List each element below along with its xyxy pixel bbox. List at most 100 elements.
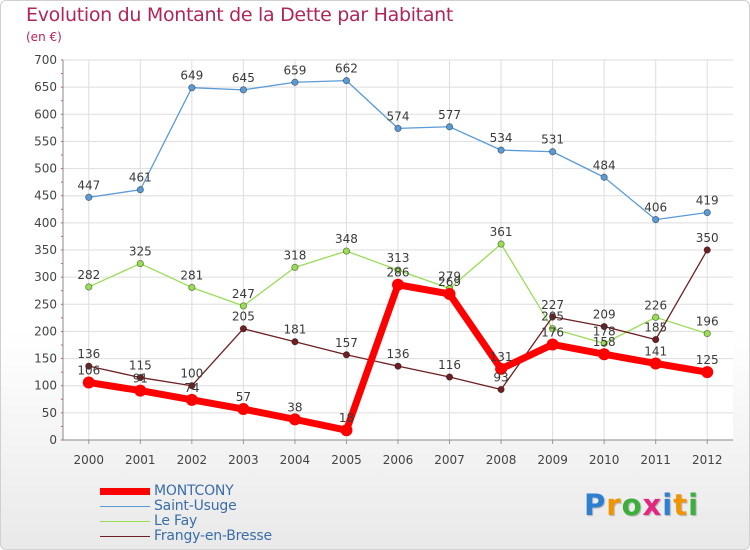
x-tick-label: 2000 xyxy=(73,453,104,467)
y-tick-label: 350 xyxy=(34,243,57,257)
data-point-frangy-en-bresse xyxy=(342,351,351,359)
data-label-frangy-en-bresse: 185 xyxy=(644,321,667,335)
data-label-saint-usuge: 577 xyxy=(438,108,461,122)
data-label-le-fay: 178 xyxy=(593,324,616,338)
x-tick-label: 2002 xyxy=(177,453,208,467)
data-point-saint-usuge xyxy=(188,84,196,92)
data-label-frangy-en-bresse: 115 xyxy=(129,359,152,373)
data-point-le-fay xyxy=(703,329,711,338)
y-tick-label: 200 xyxy=(34,324,57,338)
data-point-le-fay xyxy=(394,266,402,274)
data-label-le-fay: 205 xyxy=(541,310,564,324)
legend-swatch-le-fay xyxy=(100,521,150,522)
x-tick-label: 2001 xyxy=(125,453,156,467)
logo-letter: P xyxy=(584,488,607,522)
data-label-le-fay: 226 xyxy=(644,298,667,312)
data-label-montcony: 38 xyxy=(287,400,302,414)
chart-unit: (en €) xyxy=(26,30,62,44)
data-point-frangy-en-bresse xyxy=(85,362,93,370)
data-label-frangy-en-bresse: 205 xyxy=(232,310,255,324)
data-label-frangy-en-bresse: 116 xyxy=(438,358,461,372)
data-point-frangy-en-bresse xyxy=(239,325,247,333)
data-point-frangy-en-bresse xyxy=(497,385,505,394)
logo-letter: o xyxy=(621,488,643,522)
logo-letter: t xyxy=(673,488,689,522)
data-point-montcony xyxy=(237,403,250,416)
data-point-saint-usuge xyxy=(291,78,299,86)
chart-title: Evolution du Montant de la Dette par Hab… xyxy=(26,4,454,26)
x-tick-label: 2004 xyxy=(280,453,311,467)
data-label-montcony: 106 xyxy=(77,363,100,377)
data-label-le-fay: 279 xyxy=(438,270,461,284)
x-tick-label: 2009 xyxy=(537,453,568,467)
data-label-montcony: 74 xyxy=(184,381,199,395)
proxiti-logo: Proxiti xyxy=(584,488,699,522)
data-label-saint-usuge: 447 xyxy=(77,178,100,192)
y-tick-label: 50 xyxy=(42,406,57,420)
data-label-le-fay: 325 xyxy=(129,245,152,259)
data-point-montcony xyxy=(598,348,611,361)
data-point-le-fay xyxy=(188,283,196,292)
data-label-saint-usuge: 659 xyxy=(283,63,306,77)
data-label-saint-usuge: 574 xyxy=(387,109,410,123)
y-tick-label: 250 xyxy=(34,297,57,311)
legend-label: Le Fay xyxy=(154,513,198,529)
data-point-montcony xyxy=(443,287,456,300)
data-point-frangy-en-bresse xyxy=(703,246,711,254)
data-point-frangy-en-bresse xyxy=(136,373,144,382)
data-label-le-fay: 247 xyxy=(232,287,255,301)
data-label-frangy-en-bresse: 136 xyxy=(77,347,100,361)
data-point-le-fay xyxy=(600,339,608,347)
data-point-saint-usuge xyxy=(394,124,402,132)
y-tick-label: 400 xyxy=(34,216,57,230)
data-point-le-fay xyxy=(652,313,660,321)
data-label-saint-usuge: 419 xyxy=(696,194,719,208)
legend-swatch-frangy-en-bresse xyxy=(100,536,150,537)
data-label-frangy-en-bresse: 209 xyxy=(593,308,616,322)
y-tick-label: 650 xyxy=(34,80,57,94)
y-tick-label: 600 xyxy=(34,107,57,121)
data-point-saint-usuge xyxy=(600,173,608,181)
data-point-frangy-en-bresse xyxy=(188,382,196,390)
data-point-le-fay xyxy=(291,263,299,271)
data-point-montcony xyxy=(288,413,301,426)
data-label-saint-usuge: 645 xyxy=(232,71,255,85)
data-point-saint-usuge xyxy=(342,77,351,85)
data-point-montcony xyxy=(546,338,559,351)
x-tick-label: 2007 xyxy=(434,453,465,467)
legend-label: MONTCONY xyxy=(154,483,234,499)
data-point-montcony xyxy=(495,362,508,375)
y-tick-label: 0 xyxy=(49,433,57,447)
y-tick-label: 100 xyxy=(34,379,57,393)
x-tick-label: 2003 xyxy=(228,453,259,467)
data-point-saint-usuge xyxy=(497,146,505,154)
data-label-montcony: 57 xyxy=(236,390,251,404)
data-label-saint-usuge: 484 xyxy=(593,158,616,172)
data-point-montcony xyxy=(701,366,714,379)
data-point-le-fay xyxy=(239,302,247,310)
x-tick-label: 2005 xyxy=(331,453,362,467)
x-tick-label: 2011 xyxy=(640,453,671,467)
y-tick-label: 300 xyxy=(34,270,57,284)
data-point-saint-usuge xyxy=(85,193,93,201)
data-label-montcony: 125 xyxy=(696,353,719,367)
y-tick-label: 500 xyxy=(34,162,57,176)
x-tick-label: 2012 xyxy=(692,453,723,467)
legend-label: Saint-Usuge xyxy=(154,498,237,514)
data-point-montcony xyxy=(82,376,95,389)
data-label-le-fay: 313 xyxy=(387,251,410,265)
data-point-le-fay xyxy=(549,325,557,333)
data-label-saint-usuge: 461 xyxy=(129,171,152,185)
data-label-frangy-en-bresse: 350 xyxy=(696,231,719,245)
data-label-montcony: 286 xyxy=(387,266,410,280)
data-label-le-fay: 196 xyxy=(696,315,719,329)
y-tick-label: 700 xyxy=(34,53,57,67)
data-point-montcony xyxy=(134,384,147,397)
data-label-montcony: 158 xyxy=(593,335,616,349)
legend-label: Frangy-en-Bresse xyxy=(154,528,272,544)
data-point-saint-usuge xyxy=(239,86,247,94)
data-label-frangy-en-bresse: 100 xyxy=(180,367,203,381)
data-label-frangy-en-bresse: 181 xyxy=(283,323,306,337)
data-point-montcony xyxy=(392,278,404,291)
data-point-saint-usuge xyxy=(703,208,711,217)
